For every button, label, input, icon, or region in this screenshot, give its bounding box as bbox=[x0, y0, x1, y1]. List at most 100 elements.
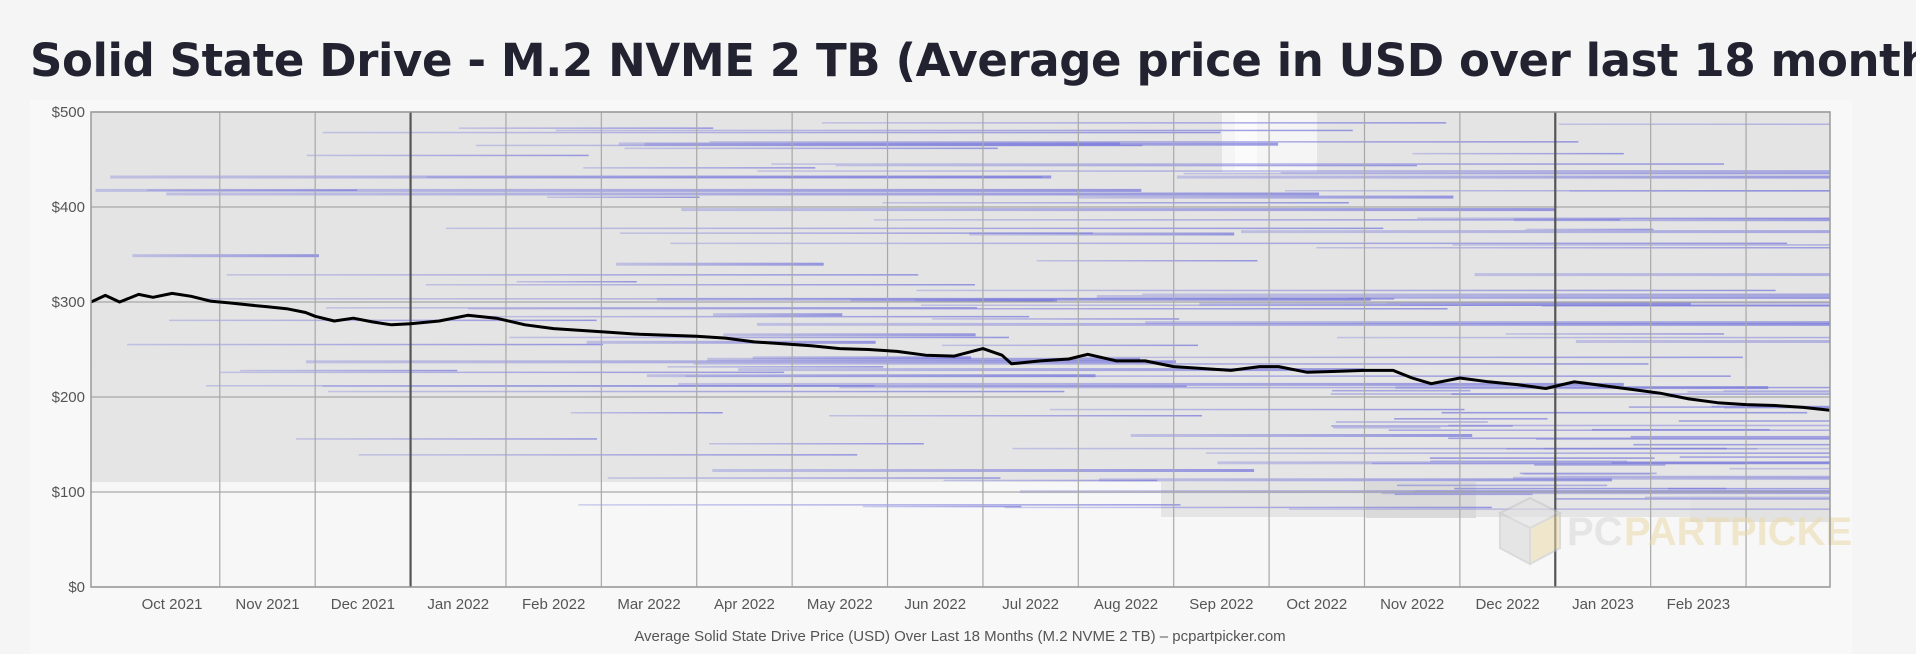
price-band bbox=[586, 340, 876, 344]
price-band bbox=[226, 274, 919, 276]
price-band bbox=[1337, 336, 1830, 339]
price-band bbox=[1687, 391, 1830, 393]
price-band bbox=[1454, 487, 1727, 490]
x-tick-label: Oct 2022 bbox=[1286, 596, 1347, 613]
y-tick-label: $200 bbox=[52, 389, 85, 406]
price-band bbox=[1451, 393, 1830, 395]
price-band bbox=[752, 356, 972, 360]
price-band bbox=[555, 129, 1353, 132]
price-band bbox=[325, 307, 977, 309]
price-band bbox=[1514, 218, 1830, 222]
price-band bbox=[670, 242, 1787, 245]
x-tick-label: Nov 2021 bbox=[235, 596, 299, 613]
average-price-line bbox=[91, 291, 1830, 412]
x-tick-label: Jun 2022 bbox=[904, 596, 966, 613]
price-band bbox=[1285, 190, 1830, 192]
y-tick-label: $400 bbox=[52, 199, 85, 216]
price-band bbox=[1536, 438, 1830, 440]
price-band bbox=[1541, 305, 1830, 307]
price-band bbox=[862, 505, 1022, 508]
price-band bbox=[306, 360, 1176, 364]
plot-border bbox=[90, 111, 1831, 588]
price-band bbox=[570, 412, 723, 414]
price-band bbox=[1448, 424, 1830, 427]
price-band bbox=[220, 371, 785, 374]
price-band bbox=[1371, 462, 1747, 465]
price-band bbox=[723, 333, 976, 337]
price-band bbox=[467, 315, 1030, 318]
price-band bbox=[1394, 493, 1533, 496]
price-band bbox=[1130, 434, 1473, 437]
watermark-text-pc: PC bbox=[1567, 510, 1623, 554]
price-band bbox=[296, 438, 597, 440]
price-band bbox=[829, 415, 1202, 417]
price-band bbox=[835, 164, 1417, 167]
price-band bbox=[1386, 302, 1830, 304]
price-range-region bbox=[91, 112, 1830, 522]
x-axis-caption: Average Solid State Drive Price (USD) Ov… bbox=[634, 628, 1285, 645]
price-band bbox=[921, 304, 1830, 306]
price-band bbox=[95, 188, 1142, 192]
price-band bbox=[1397, 484, 1608, 487]
x-tick-label: Aug 2022 bbox=[1094, 596, 1158, 613]
price-band bbox=[1729, 467, 1830, 470]
price-band bbox=[578, 504, 1181, 506]
price-band bbox=[1183, 172, 1830, 175]
price-band bbox=[1082, 356, 1743, 359]
price-band bbox=[1519, 472, 1657, 475]
price-band bbox=[620, 232, 1093, 234]
price-band bbox=[509, 336, 1009, 339]
price-band bbox=[1679, 456, 1830, 458]
price-band bbox=[322, 131, 1221, 134]
x-tick-label: Oct 2021 bbox=[142, 596, 203, 613]
x-tick-label: Jan 2022 bbox=[427, 596, 489, 613]
price-band bbox=[127, 343, 604, 346]
price-band bbox=[607, 477, 1001, 479]
price-band bbox=[1394, 418, 1548, 420]
price-band bbox=[1012, 447, 1727, 450]
price-band bbox=[322, 385, 1187, 387]
price-band bbox=[358, 454, 858, 456]
price-band bbox=[678, 382, 1624, 386]
price-band bbox=[685, 375, 1731, 377]
price-band bbox=[1348, 297, 1830, 299]
price-distribution-bands bbox=[95, 122, 1830, 510]
price-band bbox=[1630, 435, 1830, 438]
price-band bbox=[1645, 496, 1830, 499]
range-gap-top-inner bbox=[1235, 112, 1257, 170]
price-band bbox=[624, 147, 998, 150]
price-band bbox=[709, 443, 924, 445]
x-tick-label: May 2022 bbox=[807, 596, 873, 613]
price-band bbox=[132, 254, 319, 258]
x-tick-label: Jul 2022 bbox=[1002, 596, 1059, 613]
price-band bbox=[204, 298, 1395, 300]
price-band bbox=[1332, 389, 1471, 392]
price-band bbox=[1331, 425, 1513, 427]
price-band bbox=[681, 208, 1556, 212]
price-band bbox=[1591, 428, 1770, 431]
price-band bbox=[882, 202, 1349, 204]
x-tick-label: Jan 2023 bbox=[1572, 596, 1634, 613]
y-tick-label: $0 bbox=[68, 579, 85, 596]
price-band bbox=[1556, 475, 1830, 478]
x-tick-label: Apr 2022 bbox=[714, 596, 775, 613]
price-band bbox=[941, 344, 1198, 347]
price-history-chart: $0 $100 $200 $300 $400 $500 Oct 2021 Nov 2021 D… bbox=[30, 100, 1852, 654]
price-band bbox=[1330, 393, 1557, 395]
price-band bbox=[425, 284, 975, 286]
price-band bbox=[969, 232, 1235, 236]
x-axis: Oct 2021 Nov 2021 Dec 2021 Jan 2022 Feb 2022… bbox=[142, 596, 1730, 613]
price-band bbox=[1506, 448, 1758, 450]
price-band bbox=[1448, 437, 1830, 440]
price-band bbox=[1412, 152, 1624, 155]
price-band bbox=[667, 366, 884, 368]
price-band bbox=[618, 142, 1121, 146]
price-band bbox=[1217, 461, 1830, 465]
page-title: Solid State Drive - M.2 NVME 2 TB (Avera… bbox=[30, 34, 1916, 87]
price-band bbox=[1142, 293, 1830, 295]
price-band bbox=[1004, 506, 1492, 509]
price-band bbox=[1723, 390, 1830, 392]
x-tick-label: Sep 2022 bbox=[1189, 596, 1253, 613]
price-band bbox=[1633, 443, 1830, 446]
price-band bbox=[1241, 230, 1830, 234]
